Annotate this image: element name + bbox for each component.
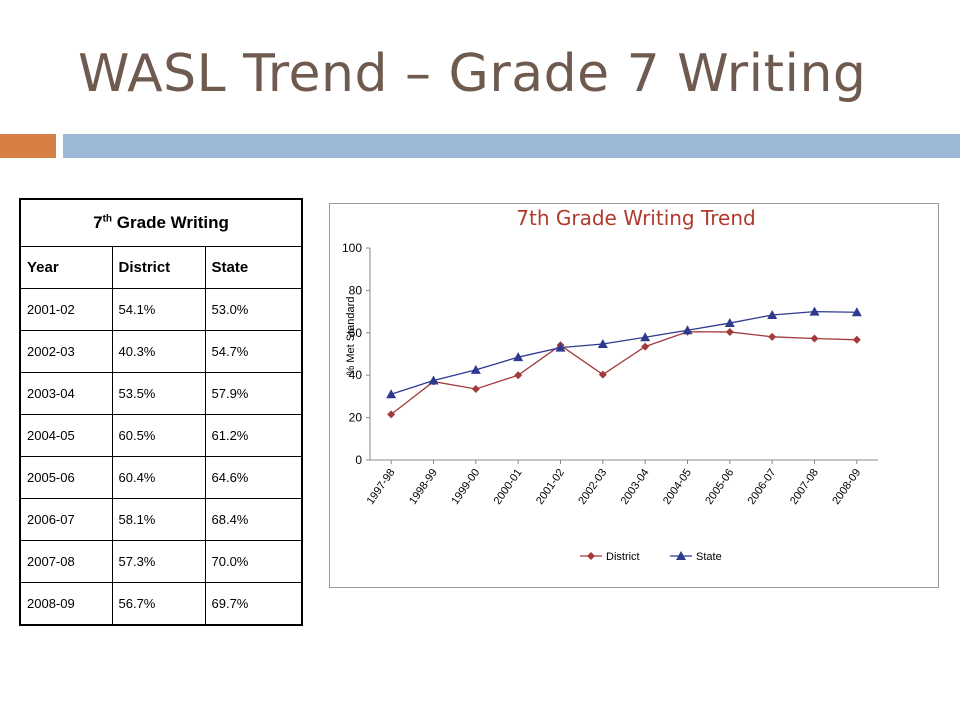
cell-state: 68.4%: [204, 498, 303, 541]
accent-bar: [0, 134, 56, 158]
cell-year: 2001-02: [19, 288, 113, 331]
x-tick-label: 2003-04: [619, 467, 652, 507]
state-point: [513, 352, 524, 362]
district-point: [514, 371, 523, 380]
cell-state: 53.0%: [204, 288, 303, 331]
y-axis-label: % Met Standard: [345, 297, 357, 376]
legend: District State: [580, 551, 722, 563]
cell-state: 57.9%: [204, 372, 303, 415]
x-tick-label: 2008-09: [830, 467, 863, 507]
table-row: 2004-05 60.5% 61.2%: [19, 414, 303, 457]
x-tick-label: 1999-00: [449, 467, 482, 507]
table-row: 2001-02 54.1% 53.0%: [19, 288, 303, 331]
state-line: [390, 310, 857, 395]
x-tick-label: 2000-01: [492, 467, 525, 507]
table-caption-number: 7: [93, 213, 103, 232]
state-point: [682, 325, 693, 335]
cell-year: 2006-07: [19, 498, 113, 541]
x-tick-label: 2002-03: [576, 467, 609, 507]
x-tick-label: 2005-06: [703, 467, 736, 507]
cell-district: 53.5%: [111, 372, 206, 415]
cell-district: 60.4%: [111, 456, 206, 499]
cell-year: 2003-04: [19, 372, 113, 415]
cell-district: 58.1%: [111, 498, 206, 541]
chart-frame: 7th Grade Writing Trend % Met Standard 0…: [329, 203, 939, 588]
table-caption-text: Grade Writing: [112, 213, 229, 232]
x-tick-label: 2006-07: [746, 467, 779, 507]
district-point: [641, 342, 650, 351]
state-legend-marker: [676, 551, 686, 560]
district-point: [598, 370, 607, 379]
table-row: 2007-08 57.3% 70.0%: [19, 540, 303, 583]
cell-district: 57.3%: [111, 540, 206, 583]
x-tick-label: 1998-99: [407, 467, 440, 507]
y-tick-label: 60: [349, 326, 363, 340]
cell-year: 2004-05: [19, 414, 113, 457]
cell-state: 61.2%: [204, 414, 303, 457]
table-row: 2002-03 40.3% 54.7%: [19, 330, 303, 373]
state-point: [724, 318, 735, 328]
state-point: [555, 342, 566, 352]
district-point: [768, 332, 777, 341]
state-point: [851, 307, 862, 317]
table-row: 2006-07 58.1% 68.4%: [19, 498, 303, 541]
x-tick-label: 2001-02: [534, 467, 567, 507]
x-tick-label: 2004-05: [661, 467, 694, 507]
cell-state: 54.7%: [204, 330, 303, 373]
state-point: [767, 309, 778, 319]
district-legend-label: District: [606, 551, 640, 563]
cell-year: 2005-06: [19, 456, 113, 499]
header-state: State: [204, 246, 303, 289]
y-tick-label: 40: [349, 368, 363, 382]
cell-district: 54.1%: [111, 288, 206, 331]
district-point: [387, 410, 396, 419]
chart-title: 7th Grade Writing Trend: [516, 206, 755, 230]
cell-district: 60.5%: [111, 414, 206, 457]
y-tick-label: 0: [355, 453, 362, 467]
state-point: [809, 306, 820, 316]
y-tick-label: 100: [342, 241, 362, 255]
district-line: [390, 331, 857, 415]
x-tick-label: 1997-98: [365, 467, 398, 507]
cell-state: 64.6%: [204, 456, 303, 499]
title-underline-bar: [63, 134, 960, 158]
axes: 0 20 40 60 80 100 1997-98 1998-99 1999-00 2000-01…: [342, 241, 878, 507]
cell-state: 69.7%: [204, 582, 303, 626]
table-row: 2003-04 53.5% 57.9%: [19, 372, 303, 415]
line-chart: 7th Grade Writing Trend % Met Standard 0…: [342, 206, 878, 563]
table-row: 2008-09 56.7% 69.7%: [19, 582, 303, 626]
district-point: [810, 334, 819, 343]
state-legend-label: State: [696, 551, 722, 563]
state-point: [640, 332, 651, 342]
district-point: [725, 327, 734, 336]
table-caption-row: 7th Grade Writing: [19, 198, 303, 247]
district-point: [471, 384, 480, 393]
state-point: [386, 389, 397, 399]
table-header-row: Year District State: [19, 246, 303, 289]
y-tick-label: 80: [349, 283, 363, 297]
series-layer: [386, 306, 862, 419]
slide-title: WASL Trend – Grade 7 Writing: [78, 44, 867, 104]
state-point: [597, 339, 608, 349]
state-point: [428, 375, 439, 385]
table-caption-superscript: th: [102, 213, 113, 225]
district-series: [387, 327, 861, 419]
table-caption: 7th Grade Writing: [19, 198, 303, 247]
table-row: 2005-06 60.4% 64.6%: [19, 456, 303, 499]
cell-year: 2007-08: [19, 540, 113, 583]
y-tick-label: 20: [349, 411, 363, 425]
cell-year: 2002-03: [19, 330, 113, 373]
state-point: [470, 364, 481, 374]
header-year: Year: [19, 246, 113, 289]
district-point: [852, 335, 861, 344]
data-table: 7th Grade Writing Year District State 20…: [19, 198, 303, 626]
cell-district: 40.3%: [111, 330, 206, 373]
state-series: [386, 306, 862, 399]
cell-year: 2008-09: [19, 582, 113, 626]
x-tick-label: 2007-08: [788, 467, 821, 507]
cell-district: 56.7%: [111, 582, 206, 626]
district-legend-marker: [587, 552, 595, 560]
cell-state: 70.0%: [204, 540, 303, 583]
header-district: District: [111, 246, 206, 289]
